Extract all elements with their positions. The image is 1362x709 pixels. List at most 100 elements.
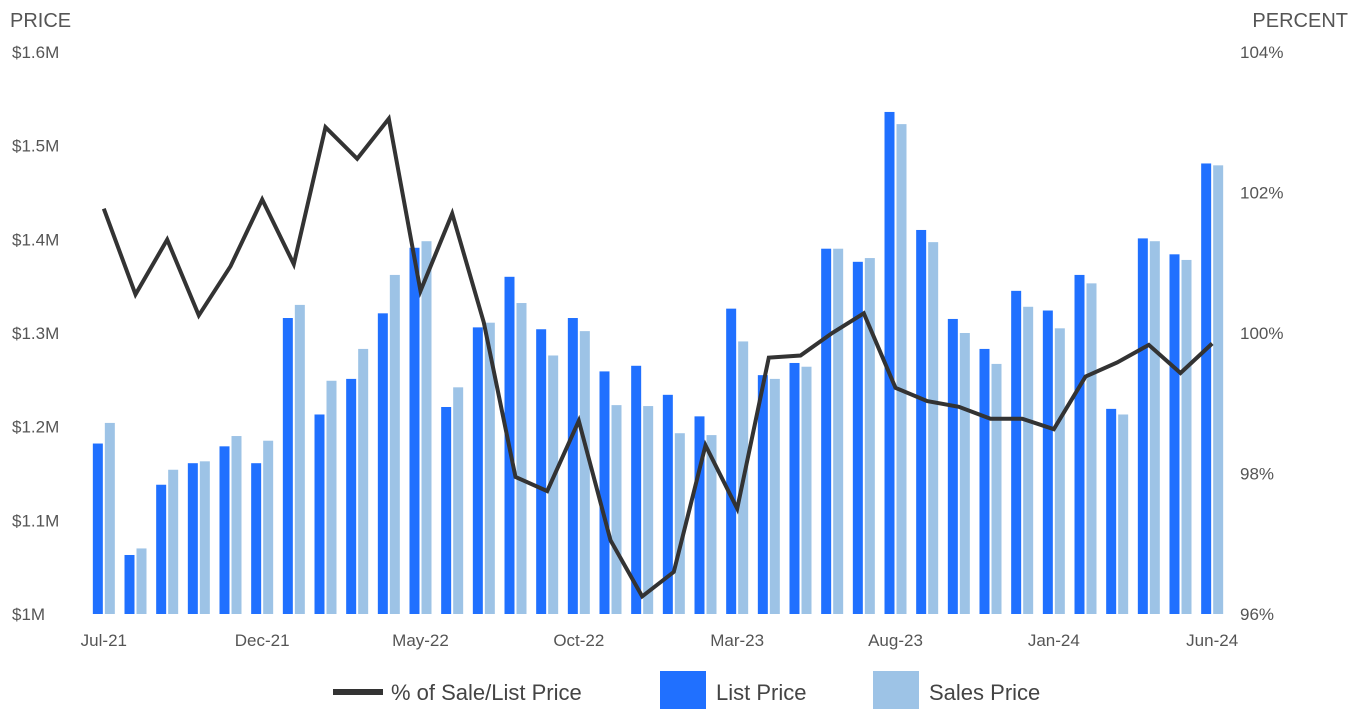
list-price-bar — [1137, 238, 1148, 614]
sales-price-bar — [516, 303, 527, 614]
sales-price-bar — [833, 248, 844, 614]
sales-price-bar — [453, 387, 464, 614]
y-left-tick-label: $1.2M — [12, 418, 59, 437]
sales-price-bar — [421, 241, 432, 614]
sales-price-bar — [1149, 241, 1160, 614]
sales-price-bar — [358, 348, 369, 614]
bars — [92, 111, 1224, 615]
sales-price-bar — [231, 436, 242, 614]
sales-price-bar — [1213, 165, 1224, 614]
list-price-bar — [156, 484, 167, 614]
sales-price-bar — [136, 548, 147, 614]
list-price-bar — [789, 362, 800, 614]
sales-price-bar — [1118, 414, 1129, 614]
sales-price-bar — [1023, 306, 1034, 614]
sale-list-ratio-line — [101, 113, 1214, 600]
list-price-bar — [631, 365, 642, 614]
y-right-tick-label: 96% — [1240, 605, 1274, 624]
x-tick-label: Aug-23 — [868, 631, 923, 650]
list-price-bar — [187, 463, 198, 614]
x-tick-label: Mar-23 — [710, 631, 764, 650]
list-price-bar — [567, 318, 578, 614]
sales-price-bar — [263, 440, 274, 614]
x-tick-label: Oct-22 — [553, 631, 604, 650]
list-price-bar — [1011, 290, 1022, 614]
y-left-tick-label: $1.4M — [12, 230, 59, 249]
y-left-tick-label: $1M — [12, 605, 45, 624]
legend-label: % of Sale/List Price — [391, 680, 582, 705]
list-price-bar — [979, 348, 990, 614]
sales-price-bar — [928, 242, 939, 615]
list-price-bar — [472, 327, 483, 614]
sales-price-bar — [326, 380, 337, 614]
sales-price-bar — [1181, 259, 1192, 614]
legend-box-swatch — [660, 671, 706, 709]
sales-price-bar — [389, 274, 400, 614]
y-left-tick-label: $1.3M — [12, 324, 59, 343]
x-axis: Jul-21 Dec-21 May-22 Oct-22 Mar-23 Aug-23 Jan-… — [81, 631, 1238, 650]
list-price-bar — [346, 378, 357, 614]
x-tick-label: Jun-24 — [1186, 631, 1238, 650]
sales-price-bar — [706, 435, 717, 614]
sales-price-bar — [168, 469, 179, 614]
y-left-tick-label: $1.5M — [12, 137, 59, 156]
ratio-line-layer — [101, 113, 1214, 600]
list-price-bar — [884, 111, 895, 615]
sales-price-bar — [579, 331, 590, 614]
sales-price-bar — [769, 378, 780, 614]
list-price-bar — [694, 416, 705, 614]
y-right-tick-label: 104% — [1240, 43, 1283, 62]
legend-line-swatch — [333, 689, 383, 695]
list-price-bar — [947, 318, 958, 614]
list-price-bar — [409, 247, 420, 614]
list-price-bar — [1169, 254, 1180, 614]
list-price-bar — [92, 443, 103, 614]
list-price-bar — [1106, 408, 1117, 614]
list-price-bar — [757, 375, 768, 614]
sales-price-bar — [674, 433, 685, 614]
list-price-bar — [282, 318, 293, 614]
sales-price-bar — [548, 355, 559, 614]
y-left-axis: $1M $1.1M $1.2M $1.3M $1.4M $1.5M $1.6M — [12, 43, 59, 624]
x-tick-label: Dec-21 — [235, 631, 290, 650]
legend: % of Sale/List Price List Price Sales Pric… — [333, 671, 1040, 709]
list-price-bar — [314, 414, 325, 614]
list-price-bar — [377, 313, 388, 614]
list-price-bar — [251, 463, 262, 614]
list-price-bar — [441, 406, 452, 614]
sales-price-bar — [294, 304, 305, 614]
sales-price-bar — [1086, 283, 1097, 614]
sales-price-bar — [643, 406, 654, 614]
legend-label: Sales Price — [929, 680, 1040, 705]
sales-price-bar — [199, 461, 210, 614]
left-axis-title: PRICE — [10, 10, 71, 32]
legend-box-swatch — [873, 671, 919, 709]
list-price-bar — [124, 554, 135, 614]
x-tick-label: Jul-21 — [81, 631, 127, 650]
y-left-tick-label: $1.6M — [12, 43, 59, 62]
sales-price-bar — [611, 405, 622, 614]
y-left-tick-label: $1.1M — [12, 511, 59, 530]
list-price-bar — [726, 308, 737, 614]
sales-price-bar — [484, 322, 495, 614]
y-right-axis: 96% 98% 100% 102% 104% — [1240, 43, 1283, 624]
sales-price-bar — [864, 258, 875, 614]
sales-price-bar — [801, 366, 812, 614]
legend-label: List Price — [716, 680, 806, 705]
sales-price-bar — [1054, 328, 1065, 614]
x-tick-label: Jan-24 — [1028, 631, 1080, 650]
y-right-tick-label: 98% — [1240, 465, 1274, 484]
x-tick-label: May-22 — [392, 631, 449, 650]
sales-price-bar — [896, 124, 907, 614]
list-price-bar — [1074, 274, 1085, 614]
y-right-tick-label: 102% — [1240, 184, 1283, 203]
list-price-bar — [219, 446, 230, 614]
y-right-tick-label: 100% — [1240, 324, 1283, 343]
list-price-bar — [852, 261, 863, 614]
right-axis-title: PERCENT — [1252, 10, 1348, 32]
list-price-bar — [662, 394, 673, 614]
list-price-bar — [599, 371, 610, 614]
list-price-bar — [1042, 310, 1053, 614]
list-price-bar — [916, 229, 927, 614]
